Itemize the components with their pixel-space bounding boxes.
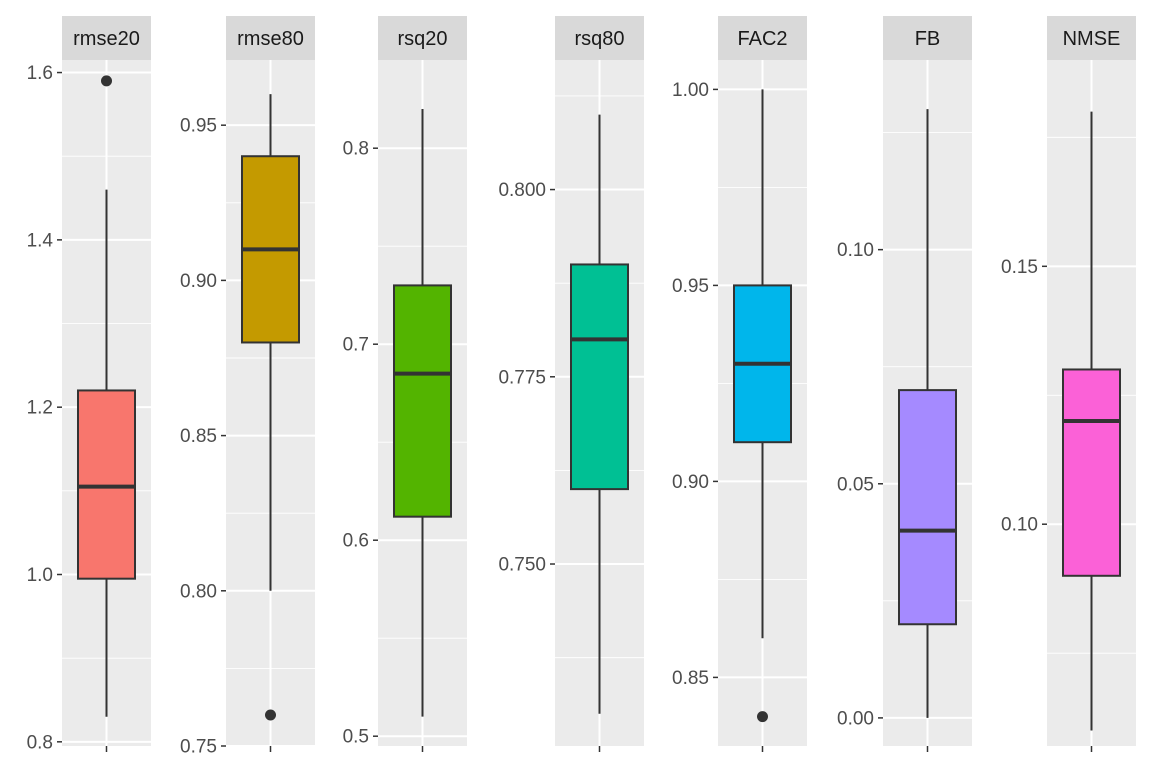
y-tick-label: 0.15 (1001, 257, 1038, 278)
facet-strip-label: rmse20 (73, 28, 140, 50)
box-iqr (77, 389, 136, 580)
y-tick-label: 0.7 (343, 335, 369, 356)
y-tick-label: 0.80 (180, 581, 217, 602)
facet-strip-label: rsq20 (397, 28, 447, 50)
y-tick-label: 0.90 (180, 271, 217, 292)
facet-strip-label: NMSE (1063, 28, 1121, 50)
y-tick-label: 0.85 (180, 426, 217, 447)
y-tick-label: 0.8 (27, 732, 53, 753)
facet-rsq80: rsq80 0.750 0.775 0.800 (498, 16, 644, 752)
facet-rmse80: rmse80 0.75 0.80 0.85 0.90 0.95 (180, 16, 315, 758)
outlier-point (265, 709, 276, 721)
y-tick-label: 0.00 (837, 708, 874, 729)
y-tick-label: 1.6 (27, 63, 53, 84)
facet-strip (1047, 16, 1136, 60)
facet-strip (718, 16, 807, 60)
facet-NMSE: NMSE 0.10 0.15 (1001, 16, 1136, 752)
y-tick-label: 1.2 (27, 398, 53, 419)
y-tick-label: 0.10 (1001, 515, 1038, 536)
box-iqr (1062, 368, 1121, 577)
facet-rsq20: rsq20 0.5 0.6 0.7 0.8 (343, 16, 467, 752)
y-tick-label: 0.95 (672, 276, 709, 297)
outlier-point (101, 75, 112, 87)
facet-strip-label: FAC2 (737, 28, 787, 50)
y-tick-label: 0.05 (837, 474, 874, 495)
facet-strip-label: FB (915, 28, 941, 50)
y-tick-label: 0.75 (180, 737, 217, 758)
y-tick-label: 0.750 (498, 555, 546, 576)
facet-strip (883, 16, 972, 60)
outlier-point (757, 711, 768, 723)
y-tick-label: 0.95 (180, 116, 217, 137)
y-tick-label: 0.6 (343, 531, 369, 552)
y-tick-label: 0.5 (343, 727, 369, 748)
box-iqr (570, 263, 629, 491)
y-tick-label: 0.90 (672, 472, 709, 493)
y-tick-label: 1.00 (672, 80, 709, 101)
facet-strip (378, 16, 467, 60)
y-tick-label: 1.0 (27, 565, 53, 586)
facet-FB: FB 0.00 0.05 0.10 (837, 16, 972, 752)
y-tick-label: 0.775 (498, 367, 546, 388)
box-iqr (393, 284, 452, 518)
y-tick-label: 0.8 (343, 139, 369, 160)
facet-strip (62, 16, 151, 60)
y-tick-label: 1.4 (27, 230, 54, 251)
facet-FAC2: FAC2 0.85 0.90 0.95 1.00 (672, 16, 807, 752)
facet-strip-label: rsq80 (574, 28, 624, 50)
facet-strip-label: rmse80 (237, 28, 304, 50)
y-tick-label: 0.85 (672, 668, 709, 689)
y-tick-label: 0.10 (837, 240, 874, 261)
facet-strip (555, 16, 644, 60)
facet-strip (226, 16, 315, 60)
box-iqr (898, 389, 957, 626)
facet-rmse20: rmse20 0.8 1.0 1.2 1.4 1.6 (27, 16, 151, 753)
y-tick-label: 0.800 (498, 180, 546, 201)
